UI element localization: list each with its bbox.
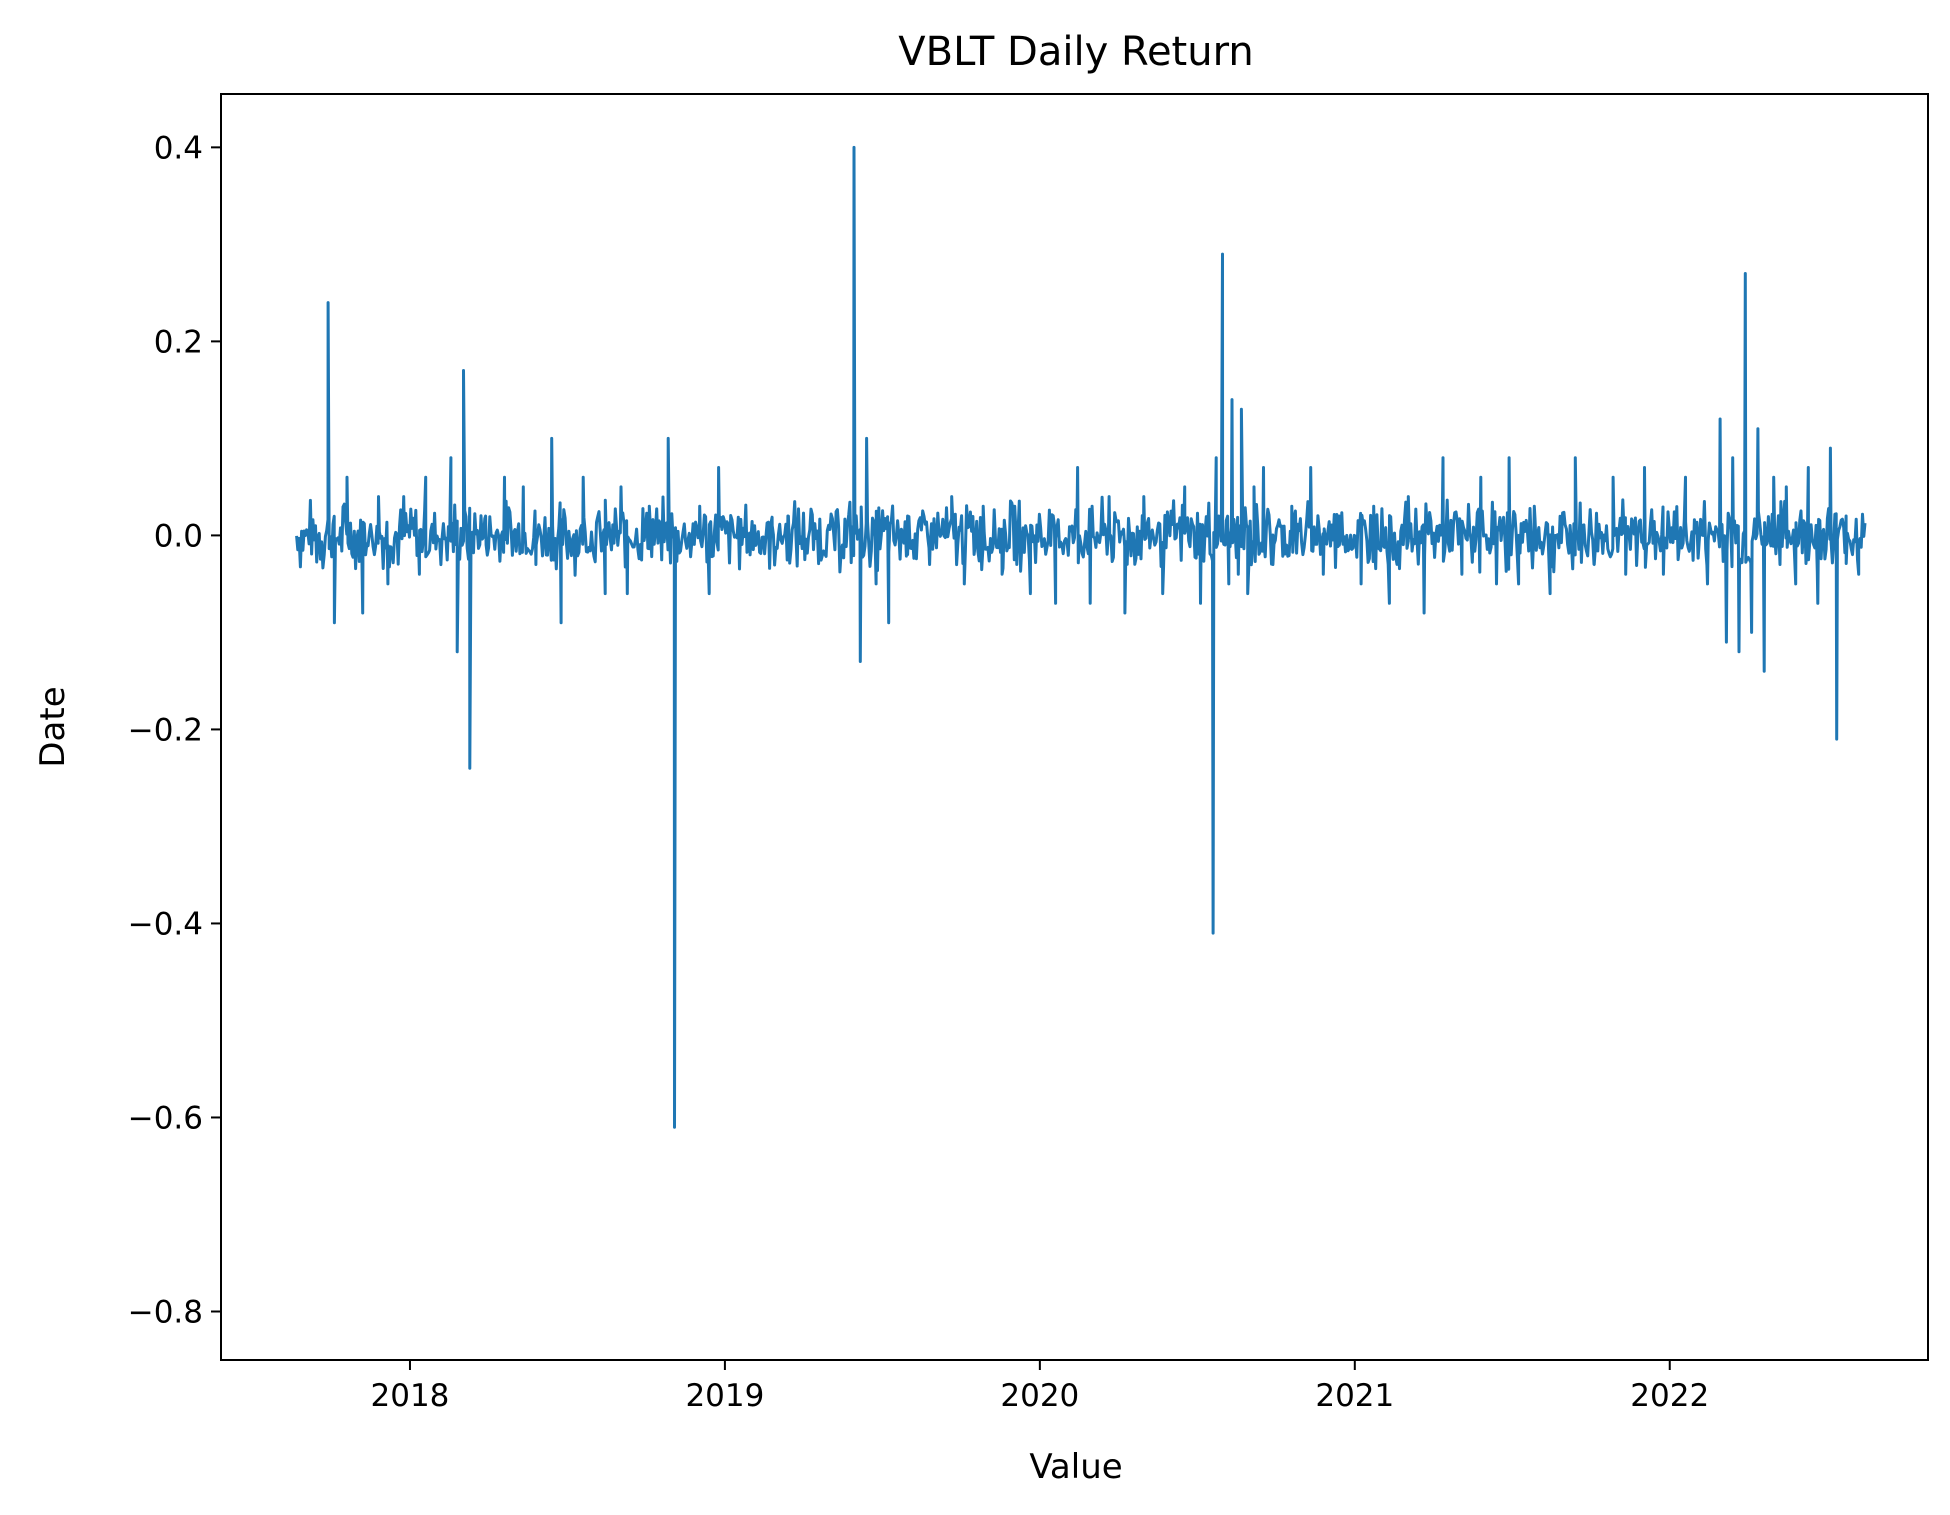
x-tick-label: 2019 [685, 1378, 764, 1414]
x-tick-label: 2020 [1000, 1378, 1079, 1414]
x-tick-label: 2018 [371, 1378, 450, 1414]
y-tick-label: −0.2 [128, 712, 203, 748]
x-tick-label: 2022 [1630, 1378, 1709, 1414]
y-tick-label: 0.2 [154, 324, 203, 360]
y-tick-label: 0.4 [154, 130, 203, 166]
x-axis-label: Value [1029, 1447, 1122, 1487]
y-tick-label: −0.4 [128, 906, 203, 942]
y-tick-label: 0.0 [154, 518, 203, 554]
chart-title: VBLT Daily Return [898, 29, 1253, 75]
x-tick-label: 2021 [1315, 1378, 1394, 1414]
y-tick-label: −0.8 [128, 1294, 203, 1330]
y-tick-label: −0.6 [128, 1100, 203, 1136]
y-axis-label: Date [33, 686, 73, 767]
